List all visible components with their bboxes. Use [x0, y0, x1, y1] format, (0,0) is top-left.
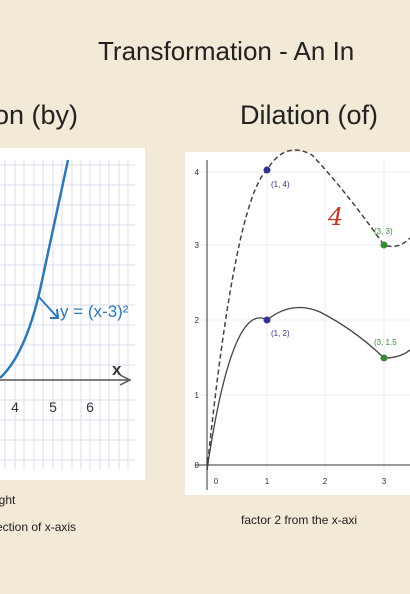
curve	[0, 159, 70, 379]
axis-label: x	[112, 360, 122, 379]
left-graph: y = (x-3)² x 4 5 6	[0, 148, 145, 480]
curve	[206, 306, 410, 471]
y-tick-label: 0	[195, 461, 200, 470]
graph-background	[185, 152, 410, 495]
point	[263, 166, 271, 174]
point	[263, 316, 271, 324]
point	[380, 354, 388, 362]
x-tick-label: 4	[11, 399, 19, 415]
x-tick-label: 3	[382, 477, 387, 486]
caption: ection of x-axis	[0, 520, 76, 534]
point-label: (1, 2)	[271, 329, 290, 338]
y-tick-label: 3	[195, 241, 200, 250]
point	[380, 241, 388, 249]
equation: y = (x-3)²	[60, 302, 129, 321]
dilated-curve	[206, 149, 410, 471]
caption: factor 2 from the x-axi	[241, 513, 357, 527]
y-tick-label: 1	[195, 391, 200, 400]
x-tick-label: 6	[86, 399, 94, 415]
heading: on (by)	[0, 100, 78, 130]
title: Transformation - An In	[98, 36, 354, 66]
right-graph: (1, 4) (1, 2) (3, 3) (3, 1.5 4 4 3 2 1 0…	[185, 149, 410, 495]
pointer-arrow	[37, 295, 60, 319]
handwritten-note: 4	[327, 203, 343, 231]
point-label: (3, 1.5	[374, 338, 397, 347]
y-tick-label: 4	[195, 168, 200, 177]
y-tick-label: 2	[195, 316, 200, 325]
x-tick-label: 2	[323, 477, 328, 486]
x-tick-label: 1	[265, 477, 270, 486]
axis-arrow	[119, 374, 132, 386]
point-label: (3, 3)	[374, 227, 393, 236]
x-tick-label: 5	[49, 399, 57, 415]
x-tick-label: 0	[214, 477, 219, 486]
point-label: (1, 4)	[271, 180, 290, 189]
heading: Dilation (of)	[240, 100, 378, 130]
caption: ight	[0, 493, 16, 507]
